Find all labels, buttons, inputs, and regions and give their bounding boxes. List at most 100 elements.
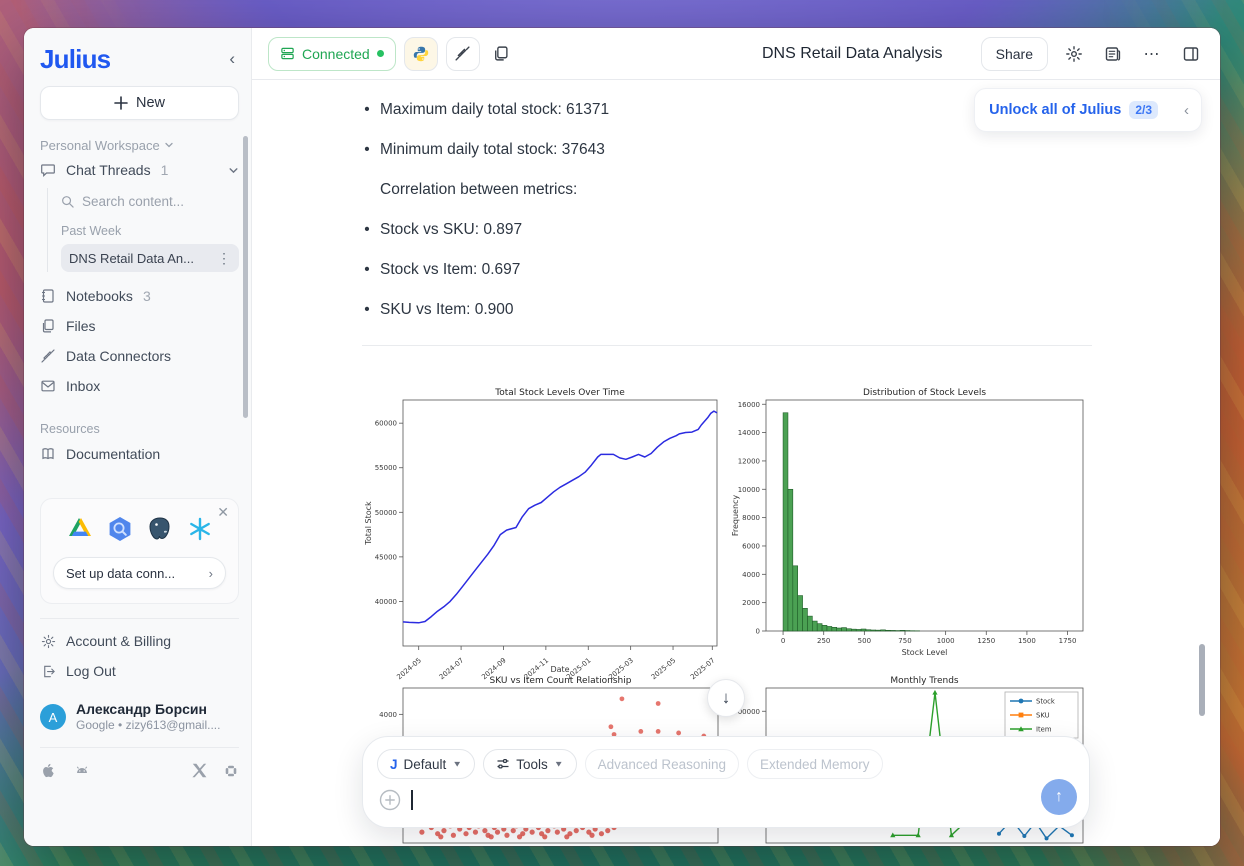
sidebar-item-inbox[interactable]: Inbox [40,372,239,400]
sidebar-item-chat-threads[interactable]: Chat Threads 1 [40,156,239,184]
chat-bubble-icon [40,162,56,178]
svg-text:500: 500 [858,637,871,645]
bullet-item: • Stock vs SKU: 0.897 [364,221,523,238]
unlock-julius-banner[interactable]: Unlock all of Julius 2/3 ‹ [974,88,1202,132]
notebooks-count: 3 [142,288,151,304]
chevron-down-icon[interactable] [228,165,239,176]
bullet-item: • SKU vs Item: 0.900 [364,301,514,318]
sidebar-item-data-connectors[interactable]: Data Connectors [40,342,239,370]
server-icon [281,47,294,60]
copy-icon [495,46,508,61]
user-profile[interactable]: A Александр Борсин Google • zizy613@gmai… [40,701,239,733]
bigquery-icon [109,517,130,541]
slack-icon[interactable] [223,763,239,779]
settings-button[interactable] [1061,37,1087,71]
sidebar-item-files[interactable]: Files [40,312,239,340]
svg-text:8000: 8000 [742,514,760,522]
sidebar-scrollbar[interactable] [243,136,248,418]
svg-text:60000: 60000 [375,420,397,428]
svg-text:12000: 12000 [738,457,760,465]
model-selector[interactable]: J Default ▼ [377,749,476,779]
attach-plus-icon[interactable] [379,789,401,811]
open-book-icon [40,446,56,462]
chevron-down-icon: ▼ [553,759,564,769]
python-env-button[interactable] [403,36,438,71]
apple-icon[interactable] [40,762,57,779]
extended-memory-toggle[interactable]: Extended Memory [746,749,883,779]
more-options-button[interactable]: ⋯ [1143,45,1161,63]
thread-menu-icon[interactable]: ⋮ [217,249,231,266]
setup-data-connectors-button[interactable]: Set up data conn... › [53,557,226,589]
sidebar-item-notebooks[interactable]: Notebooks 3 [40,282,239,310]
svg-text:Total Stock Levels Over Time: Total Stock Levels Over Time [494,388,625,398]
plug-disconnect-icon [455,46,470,61]
svg-text:SKU vs Item Count Relationship: SKU vs Item Count Relationship [490,676,632,686]
svg-text:2000: 2000 [742,599,760,607]
svg-text:500000: 500000 [733,708,760,716]
svg-text:1750: 1750 [1059,637,1077,645]
workspace-selector[interactable]: Personal Workspace [40,136,239,154]
advanced-reasoning-toggle[interactable]: Advanced Reasoning [584,749,739,779]
message-composer[interactable]: J Default ▼ Tools ▼ Advanced Reasoning E… [362,736,1090,828]
sidebar-collapse-icon[interactable]: ‹ [229,49,235,68]
new-thread-button[interactable]: New [40,86,239,120]
svg-text:750: 750 [898,637,911,645]
svg-text:0: 0 [756,628,760,636]
snowflake-icon [189,517,210,541]
header-bar: Connected DNS Retail Data Analysis Share [252,28,1220,80]
close-icon[interactable]: ✕ [217,504,229,520]
chevron-down-icon: ▼ [452,759,463,769]
bullet-item: • Stock vs Item: 0.697 [364,261,521,278]
svg-text:Distribution of Stock Levels: Distribution of Stock Levels [863,388,986,398]
svg-text:45000: 45000 [375,553,397,561]
text-cursor [411,790,413,810]
android-icon[interactable] [73,762,91,780]
resources-label: Resources [40,422,100,436]
svg-text:50000: 50000 [375,509,397,517]
scroll-to-bottom-button[interactable]: ↓ [707,679,745,717]
chat-threads-group: Search content... Past Week DNS Retail D… [47,188,239,272]
tools-selector[interactable]: Tools ▼ [483,749,577,779]
share-button[interactable]: Share [980,36,1048,71]
search-input[interactable]: Search content... [61,188,239,214]
connectors-button[interactable] [445,36,480,71]
svg-text:Stock: Stock [1036,698,1055,706]
svg-text:55000: 55000 [375,464,397,472]
bullet-item: • Maximum daily total stock: 61371 [364,101,610,118]
news-icon [1105,46,1121,61]
gear-icon [40,633,56,649]
log-out-item[interactable]: Log Out [40,657,239,685]
google-drive-icon [68,518,91,536]
chevron-left-icon[interactable]: ‹ [1184,101,1189,119]
svg-text:6000: 6000 [742,542,760,550]
past-week-label: Past Week [61,224,122,238]
account-billing-item[interactable]: Account & Billing [40,627,239,655]
status-dot [376,50,384,57]
svg-text:Date: Date [550,665,569,674]
svg-text:Item: Item [1036,726,1052,734]
main-panel: Connected DNS Retail Data Analysis Share [252,28,1220,846]
julius-logo: Julius [40,43,111,74]
svg-text:0: 0 [781,637,785,645]
svg-text:1250: 1250 [977,637,995,645]
svg-text:Monthly Trends: Monthly Trends [890,676,959,686]
python-icon [413,46,428,61]
x-twitter-icon[interactable] [192,763,207,778]
user-detail: Google • zizy613@gmail.... [76,718,221,732]
thread-item-dns-retail[interactable]: DNS Retail Data An... ⋮ [61,244,239,272]
page-title: DNS Retail Data Analysis [762,45,943,62]
send-button[interactable]: ↑ [1041,779,1077,815]
search-placeholder: Search content... [82,193,185,209]
connected-status-button[interactable]: Connected [268,36,396,71]
gear-icon [1066,45,1082,62]
logout-icon [40,663,56,679]
toggle-panel-button[interactable] [1178,37,1204,71]
chat-content-area: • Maximum daily total stock: 61371 • Minim… [252,80,1220,846]
changelog-button[interactable] [1100,37,1126,71]
content-scrollbar[interactable] [1199,644,1205,716]
sidebar-item-documentation[interactable]: Documentation [40,440,239,468]
chat-threads-count: 1 [160,162,169,178]
copy-button[interactable] [488,37,514,71]
mail-icon [40,378,56,394]
